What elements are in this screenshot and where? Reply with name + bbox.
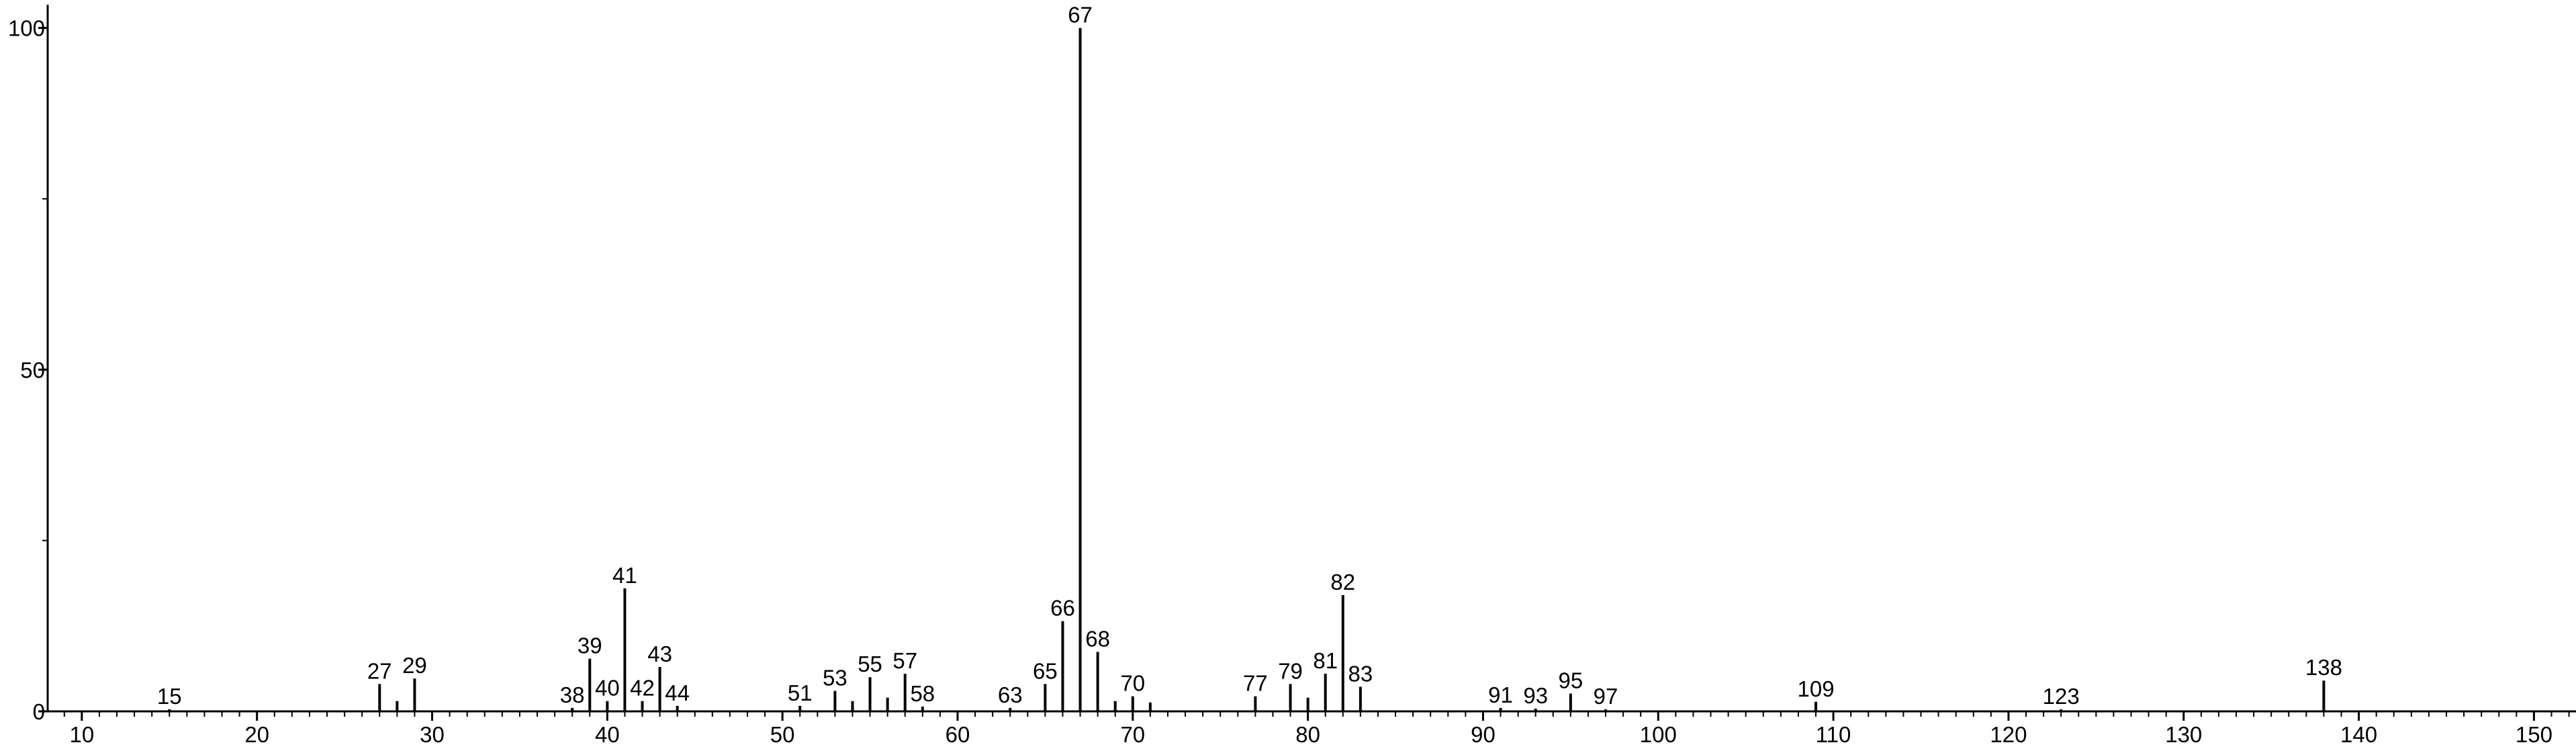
peak-label: 81 [1313, 648, 1338, 673]
peak-label: 27 [367, 658, 392, 683]
peak-label: 82 [1330, 570, 1355, 594]
peak-label: 58 [910, 681, 935, 706]
x-tick-label: 10 [70, 722, 95, 747]
peak-label: 138 [2305, 655, 2342, 680]
peak-label: 51 [788, 680, 813, 705]
peak-label: 83 [1348, 661, 1373, 686]
peak-label: 38 [560, 682, 585, 707]
peak-label: 97 [1594, 684, 1618, 709]
peak-label: 43 [647, 641, 672, 666]
peak-label: 39 [578, 633, 602, 658]
peak-label: 66 [1050, 596, 1075, 621]
x-tick-label: 90 [1471, 722, 1496, 747]
x-tick-label: 80 [1295, 722, 1320, 747]
peak-label: 67 [1068, 3, 1093, 28]
peak-label: 91 [1488, 682, 1513, 707]
peak-label: 95 [1559, 668, 1583, 693]
y-tick-label: 50 [20, 357, 45, 382]
peak-label: 65 [1033, 658, 1058, 683]
x-tick-label: 20 [244, 722, 269, 747]
y-tick-label: 100 [8, 16, 45, 41]
peak-label: 44 [665, 680, 690, 705]
peak-label: 55 [858, 652, 882, 676]
peak-label: 79 [1278, 658, 1303, 683]
x-tick-label: 140 [2340, 722, 2377, 747]
peak-label: 15 [157, 684, 182, 709]
x-tick-label: 50 [770, 722, 795, 747]
x-tick-label: 100 [1640, 722, 1677, 747]
peak-label: 41 [612, 563, 637, 588]
x-tick-label: 30 [420, 722, 445, 747]
x-tick-label: 150 [2516, 722, 2552, 747]
peak-label: 77 [1243, 671, 1268, 696]
x-tick-label: 110 [1816, 722, 1851, 747]
peak-label: 40 [595, 676, 620, 701]
y-tick-label: 0 [33, 699, 45, 724]
peak-label: 57 [892, 648, 917, 673]
x-tick-label: 70 [1120, 722, 1145, 747]
x-tick-label: 40 [595, 722, 620, 747]
peak-label: 63 [998, 682, 1023, 707]
peak-label: 93 [1523, 683, 1548, 708]
peak-label: 53 [823, 665, 847, 690]
x-tick-label: 60 [946, 722, 970, 747]
peak-label: 70 [1120, 671, 1145, 696]
peak-label: 123 [2043, 684, 2080, 709]
x-tick-label: 130 [2165, 722, 2202, 747]
peak-label: 68 [1085, 626, 1110, 651]
x-tick-label: 120 [1990, 722, 2027, 747]
peak-label: 29 [402, 653, 427, 678]
peak-label: 109 [1797, 676, 1834, 701]
peak-label: 42 [630, 676, 655, 701]
